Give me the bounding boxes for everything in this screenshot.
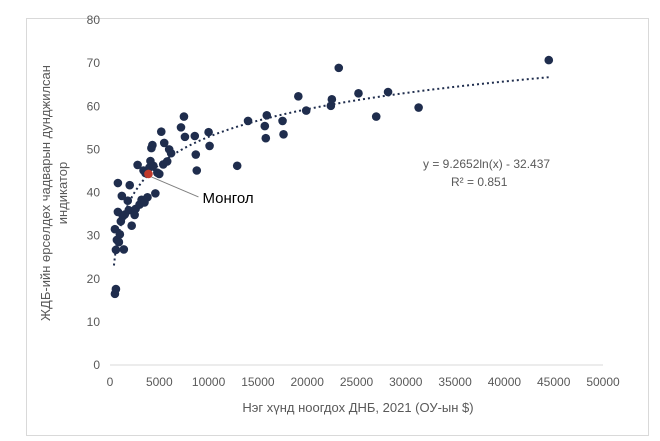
data-point [148, 140, 157, 150]
x-tick-label: 45000 [537, 375, 571, 389]
data-point [414, 103, 423, 112]
x-axis-title: Нэг хүнд ноогдох ДНБ, 2021 (ОУ-ын $) [242, 400, 473, 415]
data-point [115, 230, 125, 239]
trend-equation: y = 9.2652ln(x) - 32.437 [423, 157, 550, 171]
data-point [127, 221, 136, 231]
y-tick-labels: 0 10 20 30 40 50 60 70 80 [87, 13, 101, 372]
data-point [151, 189, 160, 198]
data-point [326, 101, 336, 111]
data-point [155, 169, 164, 179]
mongolia-label: Монгол [202, 190, 253, 207]
y-tick-label: 20 [87, 272, 101, 286]
data-point [243, 116, 253, 126]
data-point [125, 180, 135, 190]
data-point [301, 106, 311, 115]
data-point [279, 129, 288, 139]
data-point [262, 111, 272, 120]
x-tick-label: 15000 [241, 375, 275, 389]
r-squared: R² = 0.851 [451, 175, 508, 189]
y-tick-label: 80 [87, 13, 101, 27]
x-tick-label: 35000 [438, 375, 472, 389]
data-point [162, 157, 172, 166]
y-tick-label: 50 [87, 142, 101, 156]
y-tick-label: 60 [87, 99, 101, 113]
data-point [205, 141, 214, 151]
x-tick-label: 30000 [389, 375, 423, 389]
data-point [114, 237, 124, 247]
data-point [119, 245, 129, 254]
data-point [334, 63, 344, 73]
data-point [294, 92, 303, 101]
data-point [180, 132, 190, 142]
data-point [111, 245, 121, 255]
data-point [327, 95, 337, 104]
data-point [176, 123, 186, 132]
data-point [371, 112, 381, 121]
data-point [113, 178, 123, 188]
trendline [112, 76, 549, 266]
y-tick-label: 10 [87, 315, 101, 329]
y-tick-label: 70 [87, 56, 101, 70]
y-tick-label: 30 [87, 229, 101, 243]
data-point [544, 55, 554, 65]
x-tick-label: 50000 [586, 375, 620, 389]
y-axis-title-line2: индикатор [55, 162, 70, 224]
data-point [261, 133, 271, 143]
data-point [192, 166, 202, 175]
data-point [123, 196, 133, 205]
x-tick-labels: 0 5000 10000 15000 20000 25000 30000 35000 40000… [107, 375, 620, 389]
mongolia-callout-line [151, 176, 199, 198]
data-point [156, 127, 166, 136]
data-point [149, 161, 158, 171]
data-points [110, 55, 554, 299]
x-tick-label: 10000 [192, 375, 226, 389]
data-point [278, 116, 287, 126]
data-point [166, 148, 176, 158]
y-tick-label: 40 [87, 186, 101, 200]
data-point [159, 138, 169, 148]
data-point [191, 150, 201, 159]
data-point [260, 121, 270, 131]
data-point [111, 284, 121, 294]
data-point [179, 112, 189, 121]
x-tick-label: 5000 [146, 375, 173, 389]
data-point [133, 160, 142, 170]
y-axis-title-line1: ЖДБ-ийн өрсөлдөх чадварын дунджилсан [38, 65, 53, 321]
data-point [117, 191, 127, 201]
x-tick-label: 25000 [340, 375, 374, 389]
data-point [143, 192, 152, 202]
x-tick-label: 20000 [291, 375, 325, 389]
x-tick-label: 40000 [488, 375, 522, 389]
data-point [383, 87, 393, 97]
mongolia-point [144, 169, 153, 179]
data-point [354, 89, 363, 98]
data-point [124, 205, 134, 215]
data-point [232, 161, 242, 171]
y-tick-label: 0 [93, 358, 100, 372]
x-tick-label: 0 [107, 375, 114, 389]
data-point [190, 131, 200, 141]
data-point [204, 127, 213, 137]
